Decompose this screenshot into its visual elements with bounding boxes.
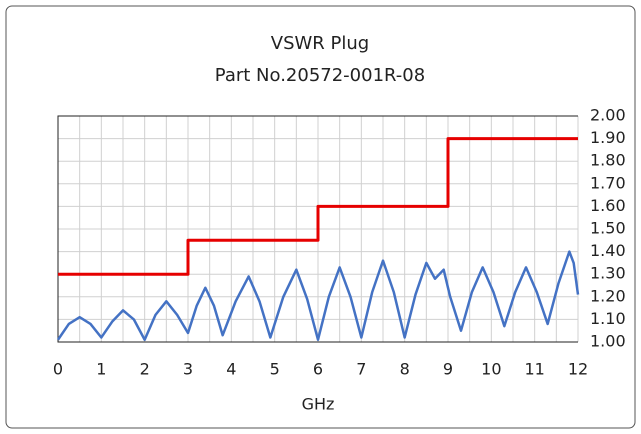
y-tick-label: 1.70 [590, 173, 626, 192]
y-tick-label: 1.60 [590, 196, 626, 215]
y-tick-label: 1.20 [590, 286, 626, 305]
x-tick-label: 10 [481, 360, 501, 379]
x-tick-label: 2 [140, 360, 150, 379]
chart-frame [5, 5, 636, 429]
y-tick-label: 1.80 [590, 151, 626, 170]
x-tick-label: 6 [313, 360, 323, 379]
plot-border [57, 115, 578, 343]
x-tick-label: 4 [226, 360, 236, 379]
y-tick-label: 1.40 [590, 241, 626, 260]
x-tick-label: 8 [400, 360, 410, 379]
y-tick-label: 1.90 [590, 128, 626, 147]
x-tick-label: 12 [568, 360, 588, 379]
x-tick-label: 11 [524, 360, 544, 379]
x-tick-label: 5 [270, 360, 280, 379]
x-tick-label: 3 [183, 360, 193, 379]
series-line [58, 137, 578, 276]
y-tick-label: 1.00 [590, 332, 626, 351]
y-tick-label: 2.00 [590, 106, 626, 125]
y-tick-label: 1.50 [590, 219, 626, 238]
x-axis-label: GHz [302, 395, 335, 414]
x-tick-label: 1 [96, 360, 106, 379]
x-tick-label: 0 [53, 360, 63, 379]
series-line [56, 250, 580, 341]
y-tick-label: 1.30 [590, 264, 626, 283]
x-tick-label: 9 [443, 360, 453, 379]
chart-subtitle: Part No.20572-001R-08 [215, 65, 425, 86]
x-tick-label: 7 [356, 360, 366, 379]
y-tick-label: 1.10 [590, 309, 626, 328]
chart-title: VSWR Plug [271, 33, 369, 54]
